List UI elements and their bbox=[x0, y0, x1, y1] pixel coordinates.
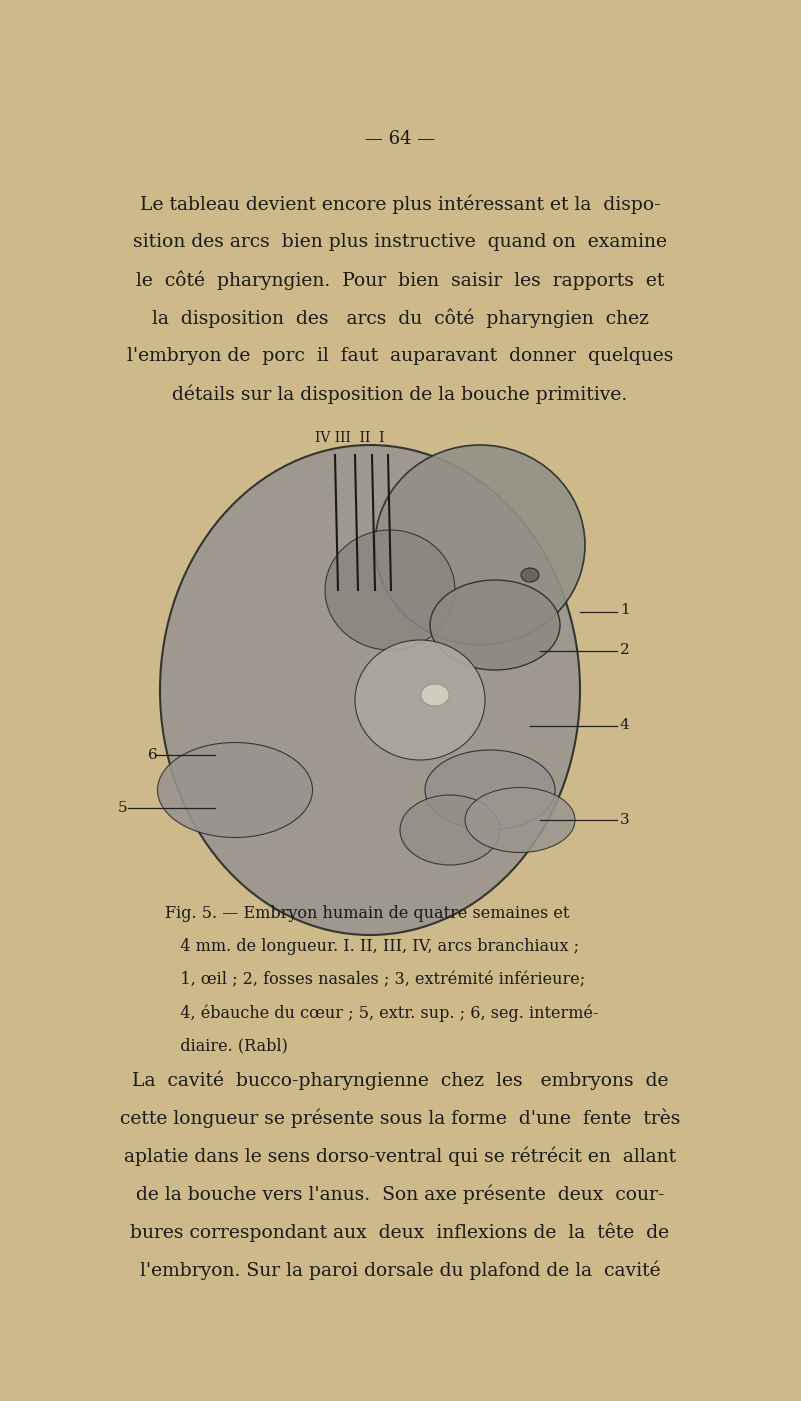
Ellipse shape bbox=[158, 743, 312, 838]
Text: 4: 4 bbox=[620, 717, 630, 731]
Text: La  cavité  bucco-pharyngienne  chez  les   embryons  de: La cavité bucco-pharyngienne chez les em… bbox=[131, 1070, 668, 1090]
Ellipse shape bbox=[465, 787, 575, 852]
Text: Le tableau devient encore plus intéressant et la  dispo-: Le tableau devient encore plus intéressa… bbox=[139, 195, 660, 214]
Text: 5: 5 bbox=[118, 801, 127, 815]
Text: 4 mm. de longueur. I. II, III, IV, arcs branchiaux ;: 4 mm. de longueur. I. II, III, IV, arcs … bbox=[165, 939, 579, 955]
Ellipse shape bbox=[355, 640, 485, 759]
Text: l'embryon de  porc  il  faut  auparavant  donner  quelques: l'embryon de porc il faut auparavant don… bbox=[127, 347, 673, 366]
Ellipse shape bbox=[425, 750, 555, 829]
Text: cette longueur se présente sous la forme  d'une  fente  très: cette longueur se présente sous la forme… bbox=[120, 1108, 680, 1128]
Text: bures correspondant aux  deux  inflexions de  la  tête  de: bures correspondant aux deux inflexions … bbox=[131, 1222, 670, 1241]
Text: aplatie dans le sens dorso-ventral qui se rétrécit en  allant: aplatie dans le sens dorso-ventral qui s… bbox=[124, 1146, 676, 1166]
Text: le  côté  pharyngien.  Pour  bien  saisir  les  rapports  et: le côté pharyngien. Pour bien saisir les… bbox=[136, 270, 664, 290]
Ellipse shape bbox=[421, 684, 449, 706]
Text: 1, œil ; 2, fosses nasales ; 3, extrémité inférieure;: 1, œil ; 2, fosses nasales ; 3, extrémit… bbox=[165, 971, 586, 988]
Text: diaire. (Rabl): diaire. (Rabl) bbox=[165, 1037, 288, 1054]
Ellipse shape bbox=[375, 446, 585, 644]
Text: 6: 6 bbox=[148, 748, 158, 762]
Text: 1: 1 bbox=[620, 602, 630, 616]
Ellipse shape bbox=[160, 446, 580, 934]
Text: 3: 3 bbox=[620, 813, 630, 827]
Text: — 64 —: — 64 — bbox=[365, 130, 435, 149]
Ellipse shape bbox=[325, 530, 455, 650]
Ellipse shape bbox=[430, 580, 560, 670]
Text: 4, ébauche du cœur ; 5, extr. sup. ; 6, seg. intermé-: 4, ébauche du cœur ; 5, extr. sup. ; 6, … bbox=[165, 1005, 598, 1021]
Ellipse shape bbox=[521, 567, 539, 581]
Text: de la bouche vers l'anus.  Son axe présente  deux  cour-: de la bouche vers l'anus. Son axe présen… bbox=[136, 1184, 664, 1203]
Ellipse shape bbox=[400, 794, 500, 864]
Text: la  disposition  des   arcs  du  côté  pharyngien  chez: la disposition des arcs du côté pharyngi… bbox=[151, 310, 649, 328]
Text: Fig. 5. — Embryon humain de quatre semaines et: Fig. 5. — Embryon humain de quatre semai… bbox=[165, 905, 570, 922]
Text: 2: 2 bbox=[620, 643, 630, 657]
Text: IV III  II  I: IV III II I bbox=[316, 432, 384, 446]
Text: sition des arcs  bien plus instructive  quand on  examine: sition des arcs bien plus instructive qu… bbox=[133, 233, 667, 251]
Text: détails sur la disposition de la bouche primitive.: détails sur la disposition de la bouche … bbox=[172, 385, 628, 405]
Text: l'embryon. Sur la paroi dorsale du plafond de la  cavité: l'embryon. Sur la paroi dorsale du plafo… bbox=[139, 1259, 660, 1279]
